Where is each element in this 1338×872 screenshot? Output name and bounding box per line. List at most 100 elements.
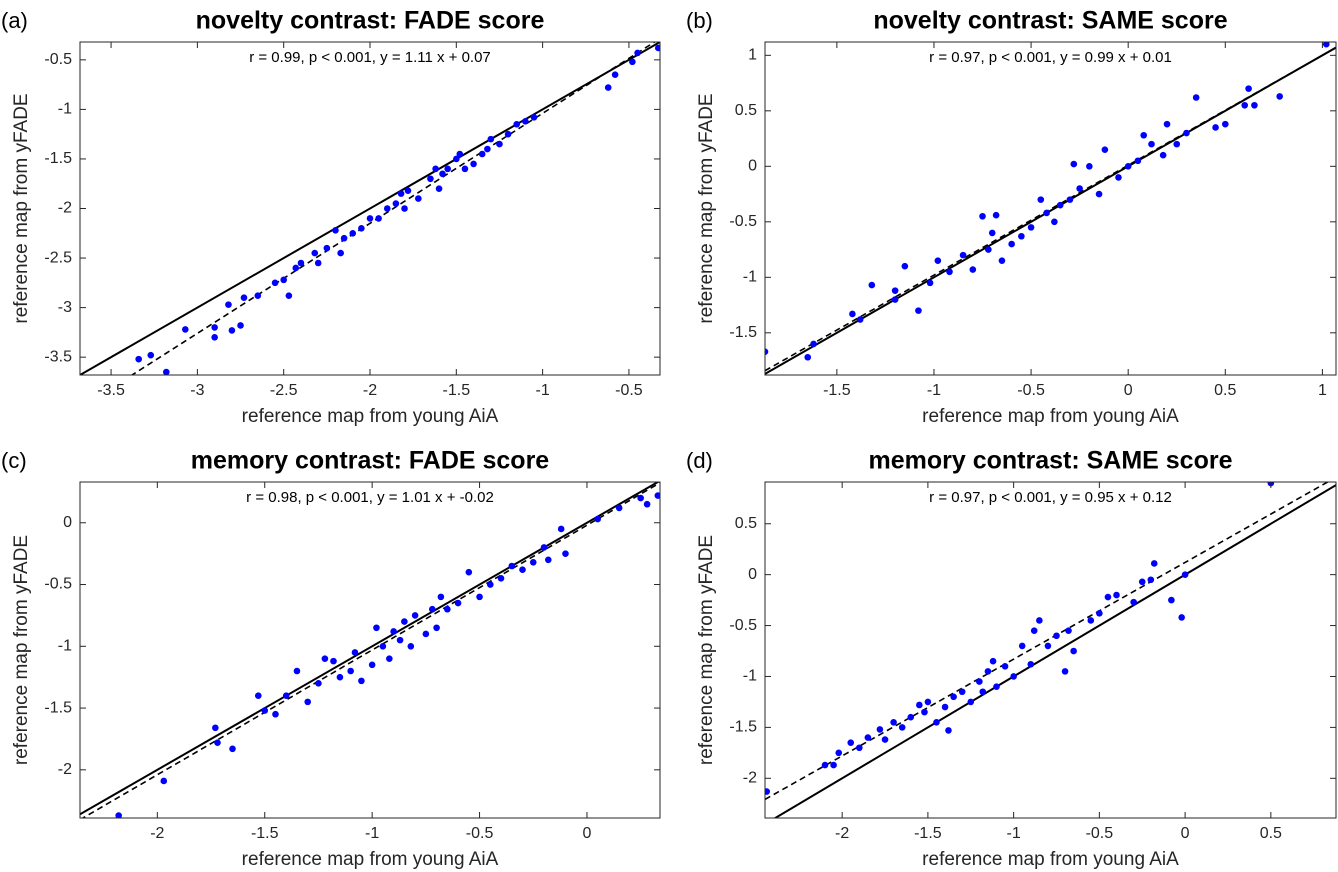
point — [830, 761, 837, 769]
point — [1245, 85, 1252, 92]
point — [293, 667, 301, 675]
point — [1168, 596, 1175, 604]
point — [373, 624, 380, 632]
point — [330, 657, 337, 665]
point — [396, 636, 404, 644]
point — [615, 504, 623, 512]
point — [292, 264, 300, 272]
point — [504, 130, 512, 138]
axes-box — [79, 481, 661, 819]
point — [934, 257, 942, 264]
panel: (c) memory contrast: FADE score reference … — [1, 447, 661, 870]
x-tick-label: -1.5 — [914, 825, 942, 842]
plot-area — [80, 482, 660, 818]
point — [979, 212, 986, 220]
point — [254, 692, 262, 700]
point — [513, 120, 521, 128]
point — [1148, 140, 1155, 148]
point — [529, 558, 537, 566]
point — [484, 145, 491, 153]
point — [336, 673, 344, 681]
point — [358, 677, 365, 685]
point — [147, 351, 155, 359]
point — [921, 708, 928, 716]
point — [1173, 140, 1181, 148]
x-tick-label: -1.5 — [251, 825, 279, 842]
y-tick-label: 0.5 — [735, 515, 757, 532]
point — [237, 322, 244, 329]
point — [304, 698, 312, 706]
point — [946, 268, 953, 276]
point — [864, 734, 872, 741]
identity-line — [80, 482, 660, 816]
point — [611, 71, 619, 79]
point — [392, 200, 400, 207]
point — [439, 170, 446, 178]
point — [891, 287, 899, 294]
point — [1086, 163, 1093, 170]
point — [407, 642, 415, 650]
point — [211, 334, 218, 341]
point — [1036, 617, 1043, 624]
point — [654, 492, 660, 499]
y-tick-label: -1.5 — [729, 324, 757, 341]
point — [1130, 598, 1137, 606]
point — [1101, 146, 1109, 153]
point — [340, 234, 348, 242]
x-tick-label: -0.5 — [615, 382, 643, 399]
identity-line — [765, 46, 1336, 375]
y-tick-label: 0 — [748, 158, 757, 175]
point — [530, 114, 538, 121]
point — [835, 749, 843, 757]
x-axis-label: reference map from young AiA — [922, 849, 1179, 870]
point — [321, 655, 329, 662]
point — [478, 150, 486, 158]
x-tick-label: -2 — [150, 825, 164, 842]
x-tick-label: 0.5 — [1260, 825, 1282, 842]
point — [1018, 642, 1026, 650]
point — [1051, 218, 1058, 226]
y-tick-label: 0.5 — [735, 102, 757, 119]
point — [969, 266, 977, 273]
point — [428, 605, 436, 613]
point — [907, 713, 915, 721]
fit-line — [81, 482, 660, 818]
point — [358, 225, 365, 232]
point — [1241, 101, 1249, 109]
y-axis-label: reference map from yFADE — [11, 535, 32, 765]
fit-line — [765, 482, 1330, 801]
point — [375, 215, 382, 222]
annotation: r = 0.97, p < 0.001, y = 0.99 x + 0.01 — [929, 49, 1172, 66]
point — [181, 326, 189, 333]
point — [868, 281, 876, 289]
point — [1066, 196, 1074, 203]
point — [1027, 224, 1035, 231]
x-tick-label: -0.5 — [1086, 825, 1114, 842]
x-axis-label: reference map from young AiA — [242, 849, 499, 870]
point — [654, 44, 660, 52]
point — [1221, 120, 1229, 128]
point — [1159, 151, 1167, 159]
point — [135, 355, 142, 363]
point — [314, 259, 322, 267]
x-tick-label: 0 — [583, 825, 592, 842]
point — [1001, 662, 1009, 670]
point — [557, 525, 565, 533]
point — [1065, 627, 1072, 634]
fit-line — [130, 42, 657, 375]
annotation: r = 0.98, p < 0.001, y = 1.01 x + -0.02 — [246, 489, 494, 506]
x-tick-label: -2 — [363, 382, 377, 399]
panel-label: (c) — [1, 448, 27, 473]
point — [225, 301, 232, 308]
point — [989, 657, 997, 665]
point — [228, 327, 236, 334]
point — [351, 649, 359, 656]
point — [465, 568, 473, 576]
x-tick-label: 0 — [1181, 825, 1190, 842]
point — [285, 292, 293, 300]
y-tick-label: -0.5 — [729, 213, 757, 230]
point — [470, 160, 477, 168]
x-tick-label: -1 — [365, 825, 379, 842]
point — [497, 575, 505, 582]
